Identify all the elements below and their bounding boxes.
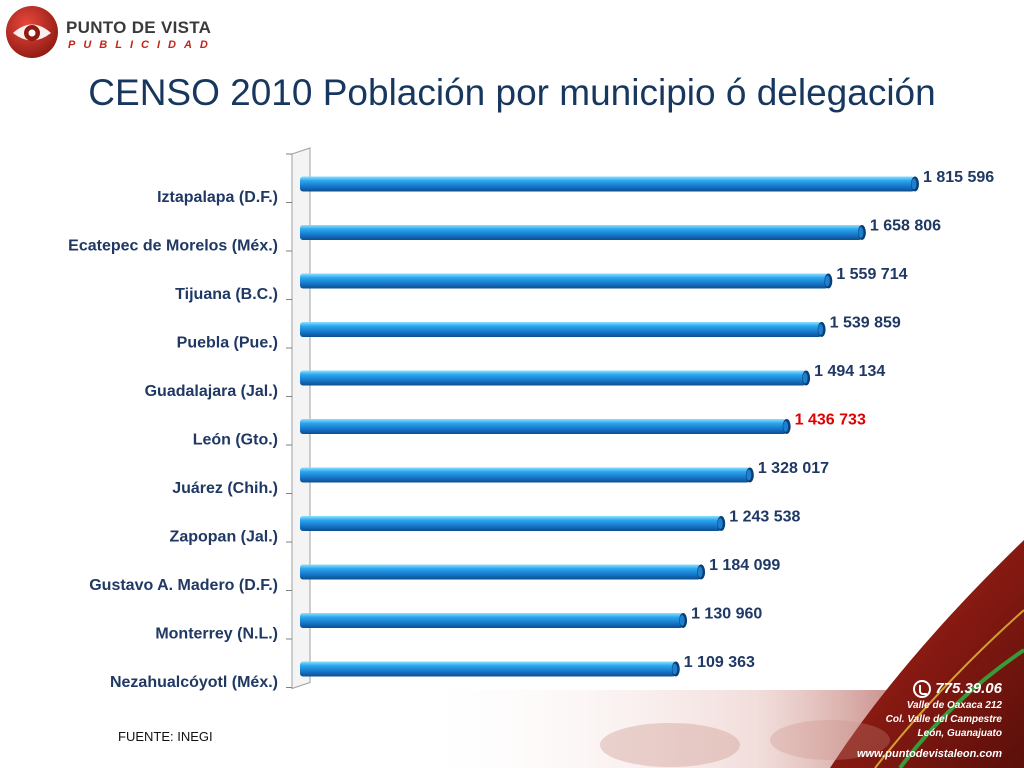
bar (300, 322, 826, 337)
bar-body (300, 370, 807, 386)
value-label: 1 130 960 (691, 606, 762, 623)
brand-tagline: PUBLICIDAD (68, 39, 216, 51)
category-label: Juárez (Chih.) (172, 480, 278, 497)
bar (300, 564, 706, 580)
bar-body (300, 322, 822, 337)
value-label: 1 184 099 (709, 557, 780, 574)
bar-cap-shine (679, 615, 685, 626)
bar-cap-shine (783, 421, 789, 432)
brand-name: PUNTO DE VISTA (66, 18, 212, 37)
bar (300, 516, 726, 531)
category-label: Tijuana (B.C.) (175, 286, 278, 303)
bar (300, 661, 680, 677)
bar-body (300, 225, 862, 240)
bar (300, 419, 791, 434)
address-line: León, Guanajuato (917, 728, 1002, 740)
bar (300, 273, 833, 289)
population-bar-chart: Iztapalapa (D.F.) 1 815 596 Ecatepec de Mo… (68, 147, 994, 691)
bar-cap-shine (911, 178, 917, 190)
value-label: 1 539 859 (830, 315, 901, 332)
category-label: Puebla (Pue.) (177, 335, 278, 352)
bar-cap-shine (802, 372, 808, 384)
value-label: 1 559 714 (836, 266, 907, 283)
bar (300, 370, 811, 386)
value-label: 1 328 017 (758, 460, 829, 477)
website-link[interactable]: www.puntodevistaleon.com (856, 748, 1002, 761)
category-label: Monterrey (N.L.) (155, 626, 278, 643)
bar (300, 613, 688, 628)
bar-body (300, 176, 915, 192)
bar-body (300, 419, 787, 434)
bar-body (300, 516, 722, 531)
bar-cap-shine (717, 518, 723, 529)
phone-row: 775.39.06 (857, 680, 1002, 699)
eye-logo-icon (6, 6, 58, 58)
value-label: 1 243 538 (729, 509, 800, 526)
value-label: 1 109 363 (684, 654, 755, 671)
category-label: León (Gto.) (193, 432, 278, 449)
bar-body (300, 273, 829, 289)
address-line: Valle de Oaxaca 212 (906, 700, 1002, 712)
brand-logo: PUNTO DE VISTA PUBLICIDAD (4, 4, 211, 60)
value-label: 1 658 806 (870, 218, 941, 235)
contact-info: 775.39.06 Valle de Oaxaca 212 Col. Valle… (857, 680, 1002, 760)
data-source: FUENTE: INEGI (118, 729, 213, 744)
bar-body (300, 564, 702, 580)
phone-icon (913, 680, 932, 699)
phone-number: 775.39.06 (935, 680, 1002, 697)
contact-panel-background (430, 540, 1024, 768)
bar-body (300, 661, 676, 677)
category-label: Iztapalapa (D.F.) (157, 189, 278, 206)
bar-cap-shine (824, 275, 830, 287)
category-label: Ecatepec de Morelos (Méx.) (68, 238, 278, 255)
bar (300, 225, 866, 240)
category-label: Guadalajara (Jal.) (145, 383, 278, 400)
bar-cap-shine (818, 324, 824, 335)
value-label: 1 815 596 (923, 169, 994, 186)
bar-cap-shine (858, 227, 864, 238)
bar-cap-shine (672, 663, 678, 675)
bar-cap-shine (746, 469, 752, 481)
slide-title: CENSO 2010 Población por municipio ó del… (88, 72, 936, 113)
category-label: Nezahualcóyotl (Méx.) (110, 674, 278, 691)
value-label: 1 494 134 (814, 363, 885, 380)
bar-body (300, 613, 684, 628)
address-line: Col. Valle del Campestre (885, 714, 1002, 726)
bar-body (300, 467, 750, 483)
category-label: Gustavo A. Madero (D.F.) (89, 577, 278, 594)
category-label: Zapopan (Jal.) (170, 529, 278, 546)
value-label: 1 436 733 (795, 412, 866, 429)
bar (300, 467, 754, 483)
bar-cap-shine (697, 566, 703, 578)
bar (300, 176, 919, 192)
